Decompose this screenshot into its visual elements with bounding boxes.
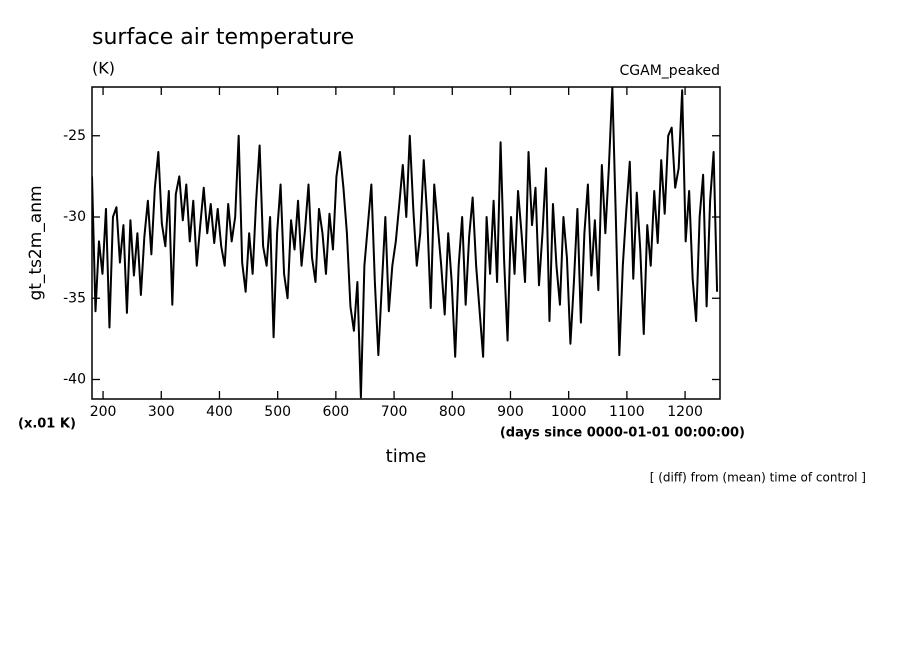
x-tick-label: 300 — [148, 404, 175, 420]
x-tick-label: 400 — [206, 404, 233, 420]
units: (K) — [92, 59, 115, 78]
x-tick-label: 1100 — [609, 404, 645, 420]
y-tick-label: -30 — [63, 209, 86, 225]
data-line — [92, 87, 719, 399]
subtitle: CGAM_peaked — [620, 63, 720, 79]
x-tick-label: 700 — [381, 404, 408, 420]
x-tick-label: 600 — [322, 404, 349, 420]
x-tick-label: 1200 — [667, 404, 703, 420]
annotation: [ (diff) from (mean) time of control ] — [650, 471, 866, 485]
x-units: (days since 0000-01-01 00:00:00) — [500, 426, 745, 441]
x-tick-label: 800 — [439, 404, 466, 420]
y-tick-label: -35 — [63, 290, 86, 306]
scale-note: (x.01 K) — [18, 417, 76, 432]
y-tick-label: -25 — [63, 128, 86, 144]
x-tick-label: 200 — [90, 404, 117, 420]
chart-title: surface air temperature — [92, 25, 354, 50]
x-tick-label: 900 — [497, 404, 524, 420]
x-axis-label: time — [386, 446, 427, 467]
plot-frame — [91, 86, 721, 400]
y-tick-label: -40 — [63, 372, 86, 388]
x-tick-label: 1000 — [551, 404, 587, 420]
y-axis-label: gt_ts2m_anm — [26, 185, 46, 300]
x-tick-label: 500 — [264, 404, 291, 420]
